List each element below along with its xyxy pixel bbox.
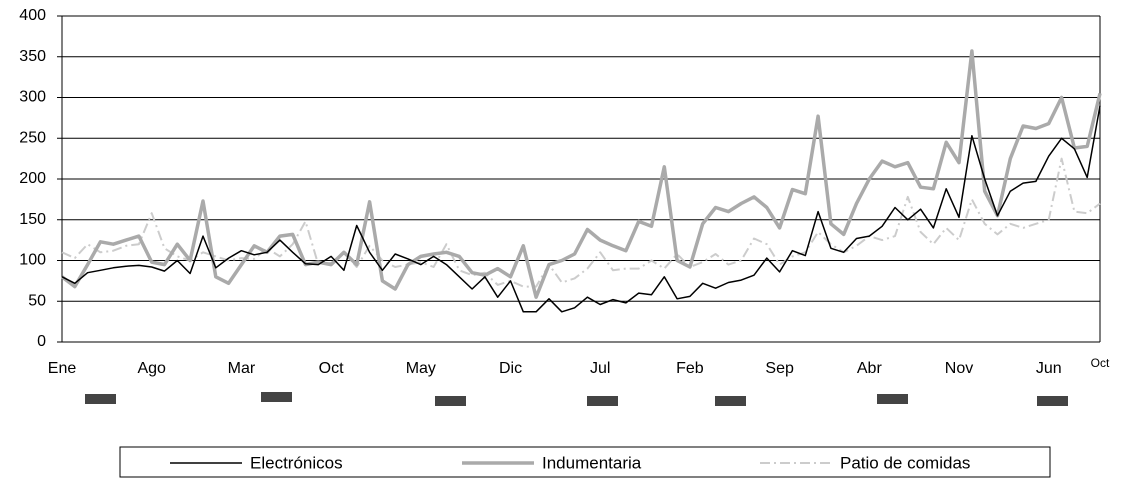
x-tick-label: Feb — [676, 360, 704, 377]
legend-label: Indumentaria — [542, 453, 642, 472]
x-tick-label: Ene — [48, 360, 77, 377]
x-tick-label: Nov — [945, 360, 973, 377]
legend-label: Electrónicos — [250, 453, 343, 472]
y-tick-label: 50 — [28, 292, 46, 309]
series-line — [61, 157, 1101, 288]
y-tick-label: 350 — [19, 48, 46, 65]
x-tick-label: Oct — [319, 360, 344, 377]
x-tick-label: Abr — [857, 360, 883, 377]
y-tick-label: 150 — [19, 211, 46, 228]
y-tick-label: 0 — [37, 333, 46, 350]
period-marker — [261, 392, 292, 402]
x-tick-label: Mar — [228, 360, 256, 377]
x-tick-label: Oct — [1091, 356, 1110, 370]
x-tick-label: Sep — [765, 360, 794, 377]
legend-box — [119, 446, 1051, 478]
period-marker — [1037, 396, 1068, 406]
x-tick-label: Jul — [590, 360, 610, 377]
y-tick-label: 200 — [19, 170, 46, 187]
x-tick-label: Dic — [499, 360, 522, 377]
series-line — [61, 105, 1101, 313]
series-line — [60, 49, 1102, 299]
y-tick-label: 300 — [19, 89, 46, 106]
period-markers — [85, 392, 1068, 406]
y-tick-label: 100 — [19, 252, 46, 269]
y-tick-label: 400 — [19, 7, 46, 24]
period-marker — [715, 396, 746, 406]
x-tick-label: Jun — [1036, 360, 1062, 377]
x-tick-label: Ago — [137, 360, 166, 377]
period-marker — [587, 396, 618, 406]
y-tick-label: 250 — [19, 129, 46, 146]
period-marker — [435, 396, 466, 406]
period-marker — [877, 394, 908, 404]
x-tick-label: May — [406, 360, 436, 377]
period-marker — [85, 394, 116, 404]
legend-label: Patio de comidas — [840, 453, 970, 472]
